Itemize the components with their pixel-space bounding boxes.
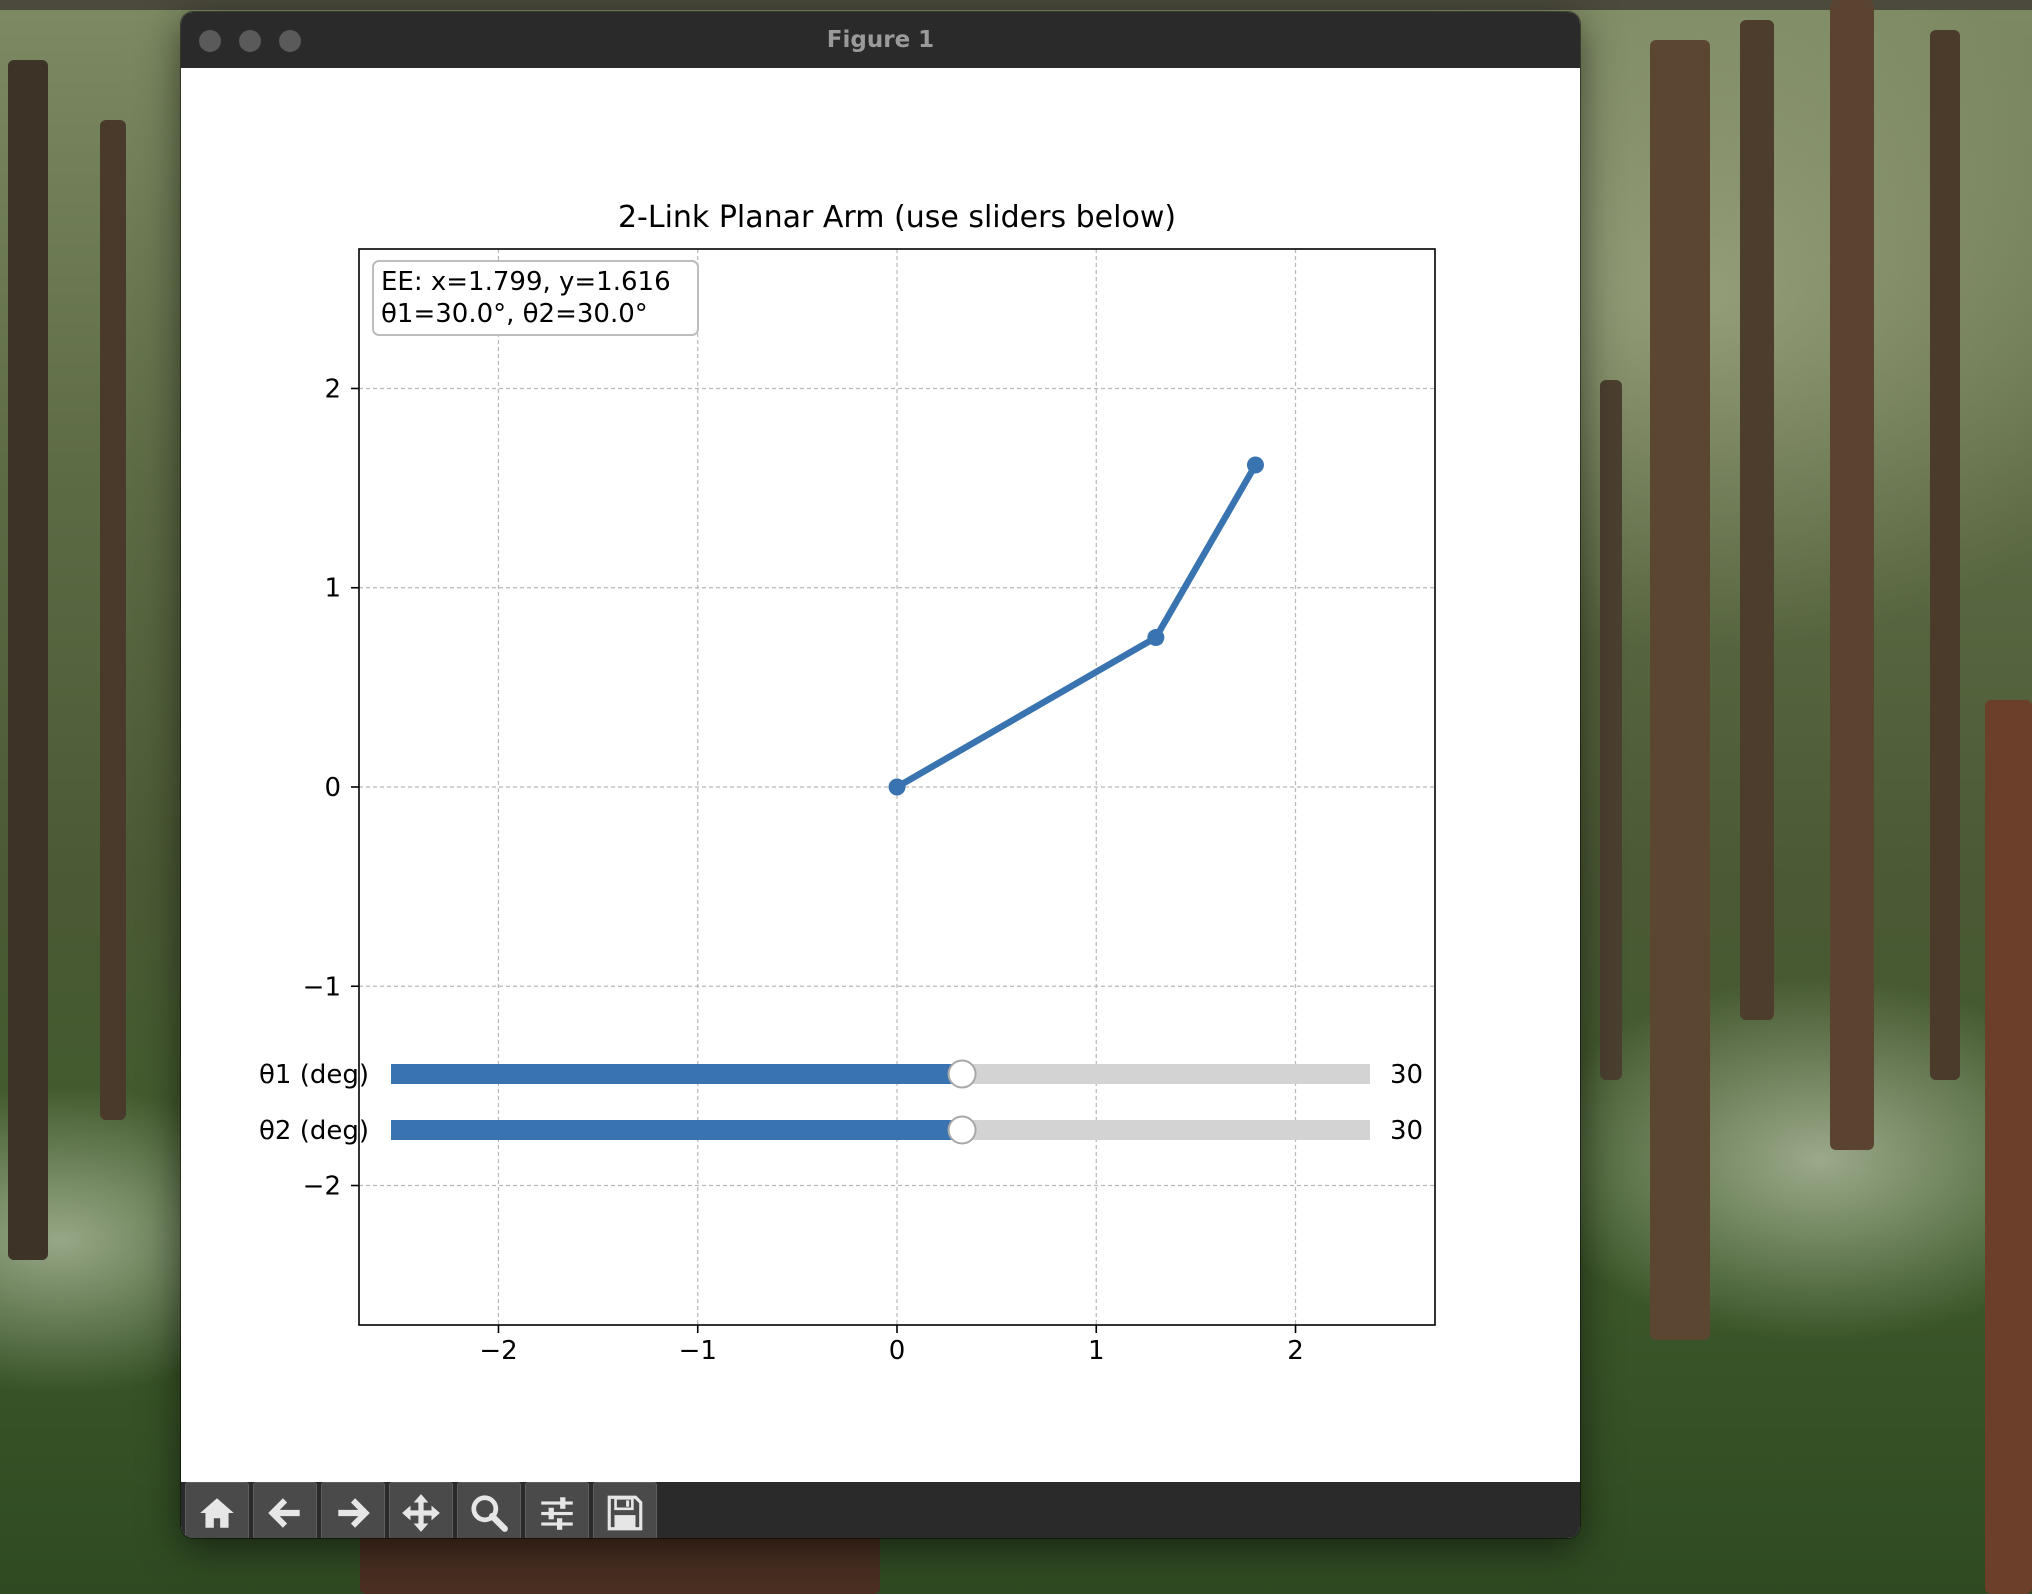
chart-title: 2-Link Planar Arm (use sliders below): [618, 200, 1176, 235]
y-axis-ticks: −2 −1 0 1 2: [303, 374, 359, 1202]
tree-trunk: [1985, 700, 2032, 1594]
sliders-icon: [541, 1497, 573, 1530]
x-tick-label: 0: [889, 1336, 906, 1366]
axes-frame[interactable]: [358, 248, 1436, 1326]
slider-label: θ1 (deg): [259, 1060, 369, 1090]
base-joint-point: [888, 778, 906, 796]
arm-series: [888, 456, 1264, 796]
tree-trunk: [1600, 380, 1622, 1080]
grid-lines: [359, 249, 1435, 1325]
menu-bar-strip: [0, 0, 2032, 10]
tree-trunk: [100, 120, 126, 1120]
save-figure-button[interactable]: [593, 1482, 657, 1538]
back-button[interactable]: [253, 1482, 317, 1538]
figure-window: Figure 1 2-Link Planar Arm (use sliders …: [181, 12, 1580, 1538]
close-window-button[interactable]: [199, 30, 221, 52]
window-controls: [199, 30, 301, 52]
floppy-disk-icon: [607, 1495, 643, 1531]
x-tick-label: −1: [679, 1336, 717, 1366]
y-tick-label: −2: [303, 1172, 341, 1202]
elbow-joint-point: [1147, 629, 1165, 647]
ee-annotation-box: EE: x=1.799, y=1.616 θ1=30.0°, θ2=30.0°: [372, 260, 699, 336]
slider-value: 30: [1390, 1116, 1423, 1146]
slider-value: 30: [1390, 1060, 1423, 1090]
arrow-right-icon: [338, 1498, 370, 1528]
tree-trunk: [1930, 30, 1960, 1080]
y-tick-label: −1: [303, 972, 341, 1002]
figure-svg: 2-Link Planar Arm (use sliders below) −2…: [259, 200, 1436, 1366]
sliders: θ1 (deg) 30 θ2 (deg) 30: [259, 1059, 1423, 1146]
home-icon: [200, 1498, 234, 1528]
home-button[interactable]: [185, 1482, 249, 1538]
y-tick-label: 0: [324, 773, 341, 803]
slider-theta2[interactable]: θ2 (deg) 30: [259, 1115, 1423, 1146]
tree-trunk: [360, 1530, 880, 1594]
figure-canvas: 2-Link Planar Arm (use sliders below) −2…: [181, 68, 1580, 1482]
tree-trunk: [1830, 0, 1874, 1150]
magnifier-icon: [471, 1495, 508, 1532]
x-axis-ticks: −2 −1 0 1 2: [479, 1325, 1304, 1366]
slider-fill: [391, 1064, 963, 1084]
minimize-window-button[interactable]: [239, 30, 261, 52]
zoom-button[interactable]: [457, 1482, 521, 1538]
pan-button[interactable]: [389, 1482, 453, 1538]
slider-label: θ2 (deg): [259, 1116, 369, 1146]
y-tick-label: 2: [324, 374, 341, 404]
ee-annotation-line-1: EE: x=1.799, y=1.616: [381, 267, 671, 297]
arrow-left-icon: [268, 1498, 300, 1528]
tree-trunk: [8, 60, 48, 1260]
move-icon: [402, 1494, 440, 1532]
x-tick-label: 1: [1088, 1336, 1105, 1366]
configure-subplots-button[interactable]: [525, 1482, 589, 1538]
ee-annotation-line-2: θ1=30.0°, θ2=30.0°: [381, 299, 648, 329]
tree-trunk: [1740, 20, 1774, 1020]
arm-link-line: [893, 461, 1259, 791]
x-tick-label: 2: [1287, 1336, 1304, 1366]
slider-handle[interactable]: [947, 1115, 977, 1145]
zoom-window-button[interactable]: [279, 30, 301, 52]
title-bar[interactable]: Figure 1: [181, 12, 1580, 68]
slider-handle[interactable]: [947, 1059, 977, 1089]
slider-theta1[interactable]: θ1 (deg) 30: [259, 1059, 1423, 1090]
slider-fill: [391, 1120, 963, 1140]
navigation-toolbar: [181, 1482, 1580, 1538]
forward-button[interactable]: [321, 1482, 385, 1538]
window-title: Figure 1: [826, 27, 935, 53]
x-tick-label: −2: [479, 1336, 517, 1366]
y-tick-label: 1: [324, 574, 341, 604]
end-effector-point: [1246, 456, 1264, 474]
tree-trunk: [1650, 40, 1710, 1340]
